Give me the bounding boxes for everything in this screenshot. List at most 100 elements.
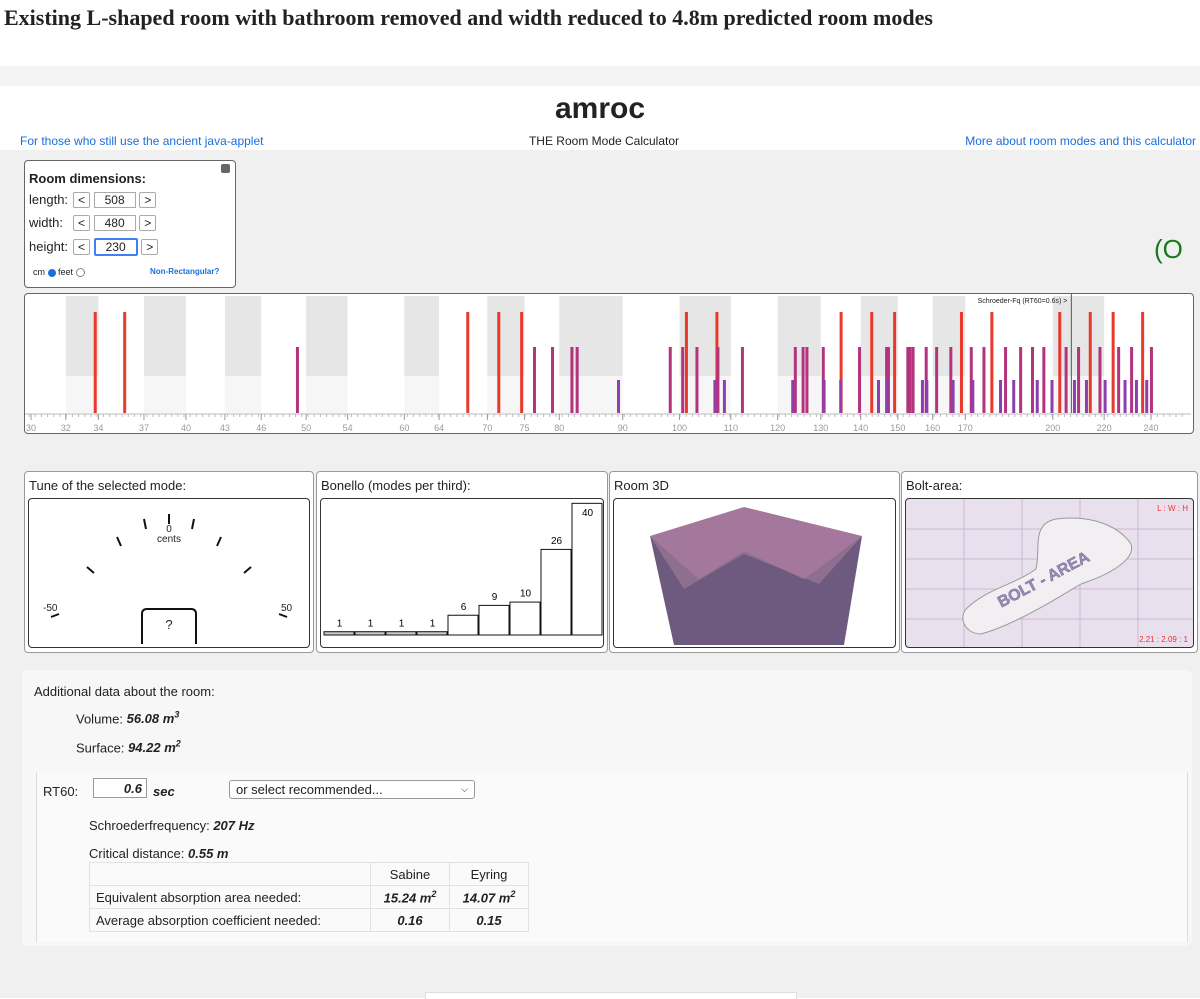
mode-line: [822, 380, 826, 413]
mode-line: [1117, 347, 1121, 413]
band-shade-light: [143, 376, 186, 413]
table-header: Eyring: [449, 862, 529, 886]
decrease-button[interactable]: <: [73, 215, 90, 231]
gauge-min: -50: [43, 603, 58, 614]
mode-line: [876, 380, 880, 413]
increase-button[interactable]: >: [139, 215, 157, 231]
additional-panel: Additional data about the room: Volume: …: [22, 670, 1192, 946]
volume-label: Volume:: [76, 711, 123, 727]
dimension-row: height: < 230 >: [29, 238, 159, 256]
table-cell: 14.07 m2: [449, 884, 529, 910]
surface-row: Surface: 94.22 m2: [76, 739, 181, 755]
mode-line: [969, 347, 973, 413]
tick-label: 160: [925, 423, 940, 431]
mode-line: [1077, 347, 1081, 413]
mode-line: [911, 347, 915, 413]
mode-line: [684, 312, 688, 413]
band-shade-light: [224, 376, 262, 413]
toolbar: [0, 66, 1200, 86]
mode-line: [920, 380, 924, 413]
volume-exp: 3: [174, 710, 180, 720]
room-body: [650, 536, 862, 645]
decrease-button[interactable]: <: [73, 239, 90, 255]
bonello-bar: [571, 502, 603, 636]
gauge-max: 50: [281, 603, 293, 614]
rt60-select[interactable]: or select recommended... ⌵: [229, 780, 475, 799]
bonello-bar: [540, 548, 572, 636]
critical-row: Critical distance: 0.55 m: [89, 846, 228, 861]
tick-label: 50: [301, 423, 311, 431]
expand-icon[interactable]: [221, 164, 230, 173]
mode-line: [740, 347, 744, 413]
band-shade: [65, 296, 99, 376]
surface-value: 94.22 m: [128, 740, 176, 756]
cell-value: 0.16: [397, 912, 423, 928]
gauge: [50, 514, 288, 644]
mode-line: [1130, 347, 1134, 413]
room3d-panel: Room 3D: [609, 471, 900, 653]
mode-line: [295, 347, 299, 413]
mode-line: [1004, 347, 1008, 413]
tick-label: 43: [220, 423, 230, 431]
radio-cm[interactable]: [47, 268, 56, 277]
bonello-bar: [509, 601, 541, 636]
schroeder-label: Schroeder-Fq (RT60=0.6s) >: [978, 298, 1068, 305]
tick-label: 130: [813, 423, 828, 431]
tick-label: 75: [520, 423, 530, 431]
bonello-label: 1: [399, 618, 405, 629]
app-subtitle: THE Room Mode Calculator: [528, 134, 680, 148]
mode-line: [617, 380, 621, 413]
tick-label: 90: [618, 423, 628, 431]
tick-label: 37: [139, 423, 149, 431]
mode-line: [959, 312, 963, 413]
tick-label: 80: [554, 423, 564, 431]
tick-label: 110: [724, 423, 738, 431]
dimension-row: length: < 508 >: [29, 192, 157, 208]
rt60-select-text: or select recommended...: [236, 782, 383, 797]
band-shade-light: [559, 376, 623, 413]
selected-box: [141, 608, 197, 644]
tick-label: 170: [958, 423, 973, 431]
radio-feet[interactable]: [75, 268, 85, 278]
row-label: Average absorption coefficient needed:: [89, 908, 371, 933]
room-wall: [650, 536, 862, 589]
about-link[interactable]: More about room modes and this calculato…: [965, 134, 1196, 148]
dimension-input[interactable]: 480: [93, 215, 136, 231]
gauge-panel: Tune of the selected mode: 0 cents -50 50…: [24, 471, 314, 653]
rt60-label: RT60:: [43, 784, 79, 799]
increase-button[interactable]: >: [139, 192, 157, 208]
tick-label: 46: [256, 423, 266, 431]
mode-line: [1035, 380, 1039, 413]
band-shade-light: [679, 376, 731, 413]
dimension-input[interactable]: 508: [93, 192, 136, 208]
dimension-input[interactable]: 230: [93, 238, 138, 256]
decrease-button[interactable]: <: [73, 192, 90, 208]
surface-label: Surface:: [76, 740, 125, 756]
cell-exp: 2: [431, 889, 437, 899]
mode-line: [1031, 347, 1035, 413]
dimension-label: length:: [29, 192, 69, 207]
mode-line: [870, 312, 874, 413]
bonello-bar: [354, 631, 386, 636]
spectrum: 30 32 34 37 40 43 46 50 54 60 64 70 75 80 90 100 110 120 1…: [25, 294, 1191, 431]
band-shade: [224, 296, 262, 376]
bonello-label: 1: [368, 618, 374, 629]
java-link[interactable]: For those who still use the ancient java…: [20, 134, 264, 148]
mode-line: [466, 312, 470, 413]
mode-line: [1103, 380, 1107, 413]
bonello-panel: Bonello (modes per third): 1 1 1 1 6 9 10 26 40: [316, 471, 608, 653]
increase-button[interactable]: >: [141, 239, 159, 255]
gauge-ticks: [50, 514, 288, 618]
dimensions-panel: Room dimensions: length: < 508 > width: < 4…: [24, 160, 236, 288]
tick-label: 60: [399, 423, 409, 431]
band-shade: [487, 296, 525, 376]
bolt-chart: BOLT - AREA L : W : H 2.21 : 2.09 : 1: [906, 499, 1193, 647]
band-shade-light: [487, 376, 525, 413]
cell-value: 15.24 m: [383, 890, 432, 906]
non-rect-link[interactable]: Non-Rectangular?: [150, 267, 220, 276]
footer-box: [425, 992, 797, 999]
rt60-input[interactable]: 0.6: [93, 778, 147, 798]
band-shade-light: [777, 376, 821, 413]
band-shade: [306, 296, 348, 376]
mode-line: [497, 312, 501, 413]
